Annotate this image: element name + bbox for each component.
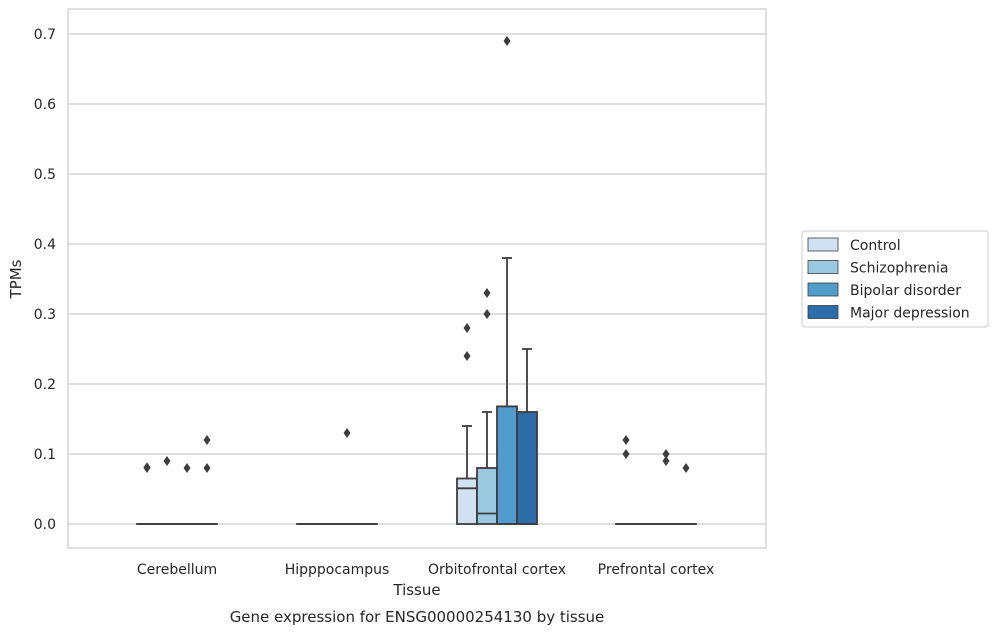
box-group — [477, 288, 497, 524]
outlier-point — [464, 323, 471, 333]
outlier-point — [204, 435, 211, 445]
y-tick-label: 0.3 — [34, 307, 56, 323]
outlier-point — [184, 463, 191, 473]
box — [517, 412, 537, 524]
box — [457, 479, 477, 525]
outlier-point — [164, 456, 171, 466]
y-tick-label: 0.7 — [34, 27, 56, 43]
legend: Control Schizophrenia Bipolar disorder Majo… — [802, 231, 988, 327]
outlier-point — [144, 462, 151, 472]
y-tick-label: 0.1 — [34, 447, 56, 463]
legend-label: Schizophrenia — [850, 261, 948, 277]
x-tick-labels: Cerebellum Hipppocampus Orbitofrontal cort… — [137, 562, 714, 578]
box-group — [517, 349, 537, 524]
box — [477, 468, 497, 524]
y-axis-label: TPMs — [7, 259, 25, 299]
outlier-point — [344, 428, 351, 438]
outlier-point — [683, 463, 690, 473]
legend-label: Bipolar disorder — [850, 283, 961, 299]
box-group — [337, 428, 357, 524]
x-tick-label: Prefrontal cortex — [598, 562, 715, 578]
legend-swatch — [808, 283, 838, 296]
y-tick-label: 0.0 — [34, 517, 56, 533]
outlier-point — [623, 449, 630, 459]
legend-swatch — [808, 261, 838, 274]
y-tick-label: 0.2 — [34, 377, 56, 393]
x-tick-label: Hipppocampus — [285, 562, 390, 578]
box-group — [497, 36, 517, 524]
outlier-point — [464, 351, 471, 361]
legend-label: Control — [850, 238, 901, 254]
box-group — [197, 435, 217, 524]
chart-caption: Gene expression for ENSG00000254130 by t… — [230, 608, 605, 626]
outlier-point — [663, 449, 670, 459]
outlier-point — [484, 288, 491, 298]
y-tick-labels: 0.0 0.1 0.2 0.3 0.4 0.5 0.6 0.7 — [34, 27, 56, 533]
box — [497, 406, 517, 524]
box-group — [676, 463, 696, 524]
legend-swatch — [808, 306, 838, 319]
gridlines — [68, 34, 766, 524]
box-group — [656, 449, 676, 524]
plot-frame — [68, 9, 766, 548]
box-group — [157, 456, 177, 524]
outlier-point — [204, 463, 211, 473]
outlier-point — [623, 435, 630, 445]
outlier-point — [484, 309, 491, 319]
box-group — [457, 323, 477, 524]
box-layer — [137, 36, 696, 524]
x-tick-label: Orbitofrontal cortex — [428, 562, 566, 578]
box-group — [137, 462, 157, 524]
outlier-point — [504, 36, 511, 46]
x-axis-label: Tissue — [392, 581, 440, 599]
y-tick-label: 0.4 — [34, 237, 56, 253]
legend-label: Major depression — [850, 306, 970, 322]
legend-swatch — [808, 238, 838, 251]
y-tick-label: 0.5 — [34, 167, 56, 183]
x-tick-label: Cerebellum — [137, 562, 217, 578]
box-group — [177, 463, 197, 524]
box-group — [616, 435, 636, 524]
y-tick-label: 0.6 — [34, 97, 56, 113]
